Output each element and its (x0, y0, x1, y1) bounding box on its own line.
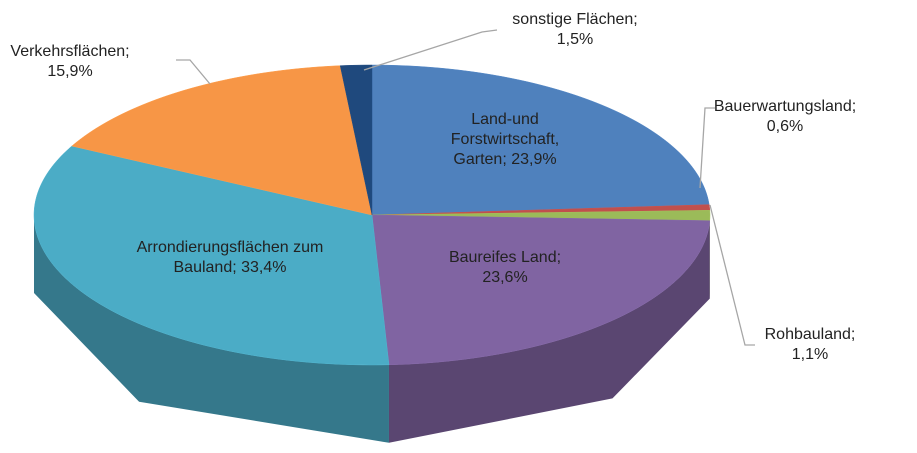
value-label: 15,9% (47, 63, 93, 80)
category-name: sonstige Flächen; (512, 11, 638, 28)
pie-tops (33, 64, 711, 366)
slice (371, 214, 711, 366)
category-name: Land-und Forstwirtschaft, Garten; (450, 111, 560, 168)
category-name: Rohbauland; (764, 326, 856, 343)
leader-line (709, 204, 755, 346)
category-name: Baureifes Land; (448, 249, 562, 266)
slice (339, 64, 373, 216)
leader-line (699, 107, 715, 189)
value-label: 1,1% (791, 346, 829, 363)
slice-label: Verkehrsflächen; 15,9% (0, 42, 140, 82)
slice-label: sonstige Flächen; 1,5% (500, 10, 650, 50)
value-label: 23,9% (511, 151, 557, 168)
value-label: 23,6% (482, 269, 528, 286)
value-label: 33,4% (241, 259, 287, 276)
value-label: 1,5% (556, 31, 594, 48)
leader-lines (176, 29, 755, 346)
slice-label: Land-und Forstwirtschaft, Garten; 23,9% (430, 110, 580, 170)
category-name: Verkehrsflächen; (10, 43, 130, 60)
value-label: 0,6% (766, 118, 804, 135)
slice-label: Baureifes Land; 23,6% (435, 248, 575, 288)
category-name: Arrondierungsflächen zum Bauland; (136, 239, 324, 276)
slice (33, 145, 390, 366)
leader-line (363, 29, 498, 71)
leader-line (176, 59, 211, 85)
slice (71, 65, 373, 216)
slice (371, 64, 710, 216)
pie-sides (34, 215, 710, 443)
slice-label: Rohbauland; 1,1% (755, 325, 865, 365)
slice-side (34, 215, 389, 443)
slice-label: Bauerwartungsland; 0,6% (705, 97, 865, 137)
category-name: Bauerwartungsland; (713, 98, 857, 115)
slice-label: Arrondierungsflächen zum Bauland; 33,4% (130, 238, 330, 278)
slice-side (388, 220, 710, 443)
